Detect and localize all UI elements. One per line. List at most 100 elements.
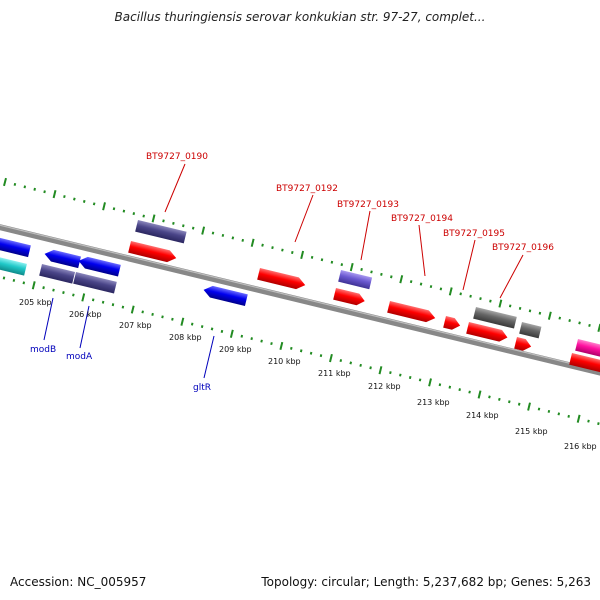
tick-label: 215 kbp	[515, 427, 548, 436]
gc-tick	[220, 329, 224, 333]
feature-magenta[interactable]	[575, 339, 600, 361]
gc-tick	[121, 305, 125, 309]
feature-red-small[interactable]	[514, 337, 532, 352]
gc-tick	[290, 346, 293, 350]
gc-tick	[339, 359, 343, 363]
gc-tick	[62, 291, 65, 295]
feature-violet[interactable]	[338, 270, 373, 290]
gc-tick	[597, 422, 600, 426]
feature-BT9727_0196[interactable]	[466, 322, 509, 343]
gc-tick	[320, 258, 324, 262]
tick-label: 205 kbp	[19, 298, 52, 307]
gene-label-modA[interactable]: modA	[66, 352, 93, 362]
gc-tick	[241, 238, 245, 242]
gene-label-BT9727_0195[interactable]: BT9727_0195	[443, 229, 505, 239]
gc-tick	[210, 327, 214, 331]
tick-label: 211 kbp	[318, 369, 351, 378]
gc-tick	[142, 214, 145, 218]
feature-gltR[interactable]	[202, 284, 248, 307]
gene-label-BT9727_0192[interactable]: BT9727_0192	[276, 184, 338, 194]
gene-label-BT9727_0194[interactable]: BT9727_0194	[391, 214, 453, 224]
gc-tick	[508, 304, 512, 308]
tick-label: 210 kbp	[268, 357, 301, 366]
feature-BT9727_0190[interactable]	[128, 241, 177, 264]
gc-tick	[161, 315, 164, 319]
gc-tick	[201, 226, 206, 235]
gc-tick	[429, 285, 433, 289]
gc-tick	[557, 412, 561, 416]
gc-tick	[63, 195, 66, 199]
gc-tick	[409, 280, 413, 284]
feature-BT9727_0194[interactable]	[387, 301, 436, 324]
gc-tick	[448, 287, 453, 296]
feature-grey-b[interactable]	[519, 322, 542, 339]
gc-tick	[517, 402, 521, 406]
gc-tick	[33, 187, 36, 191]
gc-tick	[547, 409, 551, 413]
gc-tick	[300, 250, 305, 260]
gc-tick	[389, 371, 392, 375]
gc-tick	[281, 248, 284, 252]
gc-tick	[240, 334, 244, 338]
gc-tick	[23, 185, 27, 189]
gc-tick	[360, 267, 363, 272]
tick-label: 207 kbp	[119, 321, 152, 330]
tick-label: 213 kbp	[417, 398, 450, 407]
feature-slate-lower-b[interactable]	[73, 272, 117, 294]
feature-modA-arrow[interactable]	[77, 255, 121, 277]
feature-red-edge[interactable]	[569, 353, 600, 376]
gene-label-modB[interactable]: modB	[30, 345, 56, 355]
feature-cyan[interactable]	[0, 254, 27, 276]
feature-BT9727_0195[interactable]	[443, 316, 461, 331]
feature-slate-upper[interactable]	[135, 220, 187, 244]
gc-content-track-inner	[2, 276, 600, 426]
feature-blue-left[interactable]	[0, 236, 31, 258]
gene-label-BT9727_0193[interactable]: BT9727_0193	[337, 200, 399, 210]
gc-tick	[408, 375, 412, 380]
gc-tick	[418, 378, 422, 382]
feature-BT9727_0192[interactable]	[257, 268, 306, 291]
tick-label: 209 kbp	[219, 345, 252, 354]
gc-tick	[329, 353, 333, 363]
feature-modB[interactable]	[43, 248, 81, 269]
gc-tick	[151, 214, 156, 223]
feature-slate-lower-a[interactable]	[39, 264, 76, 284]
gc-tick	[488, 395, 491, 399]
gc-tick	[547, 311, 552, 320]
gc-tick	[468, 390, 471, 394]
gc-tick	[448, 385, 452, 389]
gc-tick	[42, 286, 45, 290]
gc-tick	[122, 209, 126, 213]
gc-tick	[319, 354, 323, 358]
gene-label-BT9727_0190[interactable]: BT9727_0190	[146, 152, 208, 162]
gc-tick	[469, 294, 472, 298]
gc-tick	[52, 190, 57, 199]
gc-tick	[102, 202, 106, 211]
gc-tick	[22, 281, 26, 285]
gc-tick	[527, 402, 531, 411]
feature-BT9727_0193[interactable]	[333, 288, 366, 307]
gc-tick	[12, 278, 16, 282]
gc-tick	[349, 361, 353, 365]
red-leader-lines	[164, 163, 524, 299]
gc-tick	[81, 293, 86, 302]
gc-tick	[3, 177, 7, 187]
gc-tick	[132, 212, 136, 216]
gene-label-BT9727_0196[interactable]: BT9727_0196	[492, 243, 554, 253]
gc-tick	[261, 243, 264, 247]
gc-tick	[72, 293, 75, 297]
gc-tick	[330, 260, 334, 264]
gene-label-gltR[interactable]: gltR	[193, 383, 211, 393]
gc-tick	[82, 199, 86, 203]
gc-tick	[101, 300, 105, 304]
feature-grey-a[interactable]	[473, 307, 517, 329]
gc-tick	[518, 306, 522, 310]
gc-tick	[528, 309, 532, 313]
gc-tick	[359, 363, 362, 367]
tick-label: 214 kbp	[466, 411, 499, 420]
gc-tick	[172, 221, 175, 225]
tick-label: 206 kbp	[69, 310, 102, 319]
gc-tick	[378, 366, 383, 375]
genome-backbone-highlight	[0, 224, 600, 372]
gc-tick	[399, 275, 404, 284]
